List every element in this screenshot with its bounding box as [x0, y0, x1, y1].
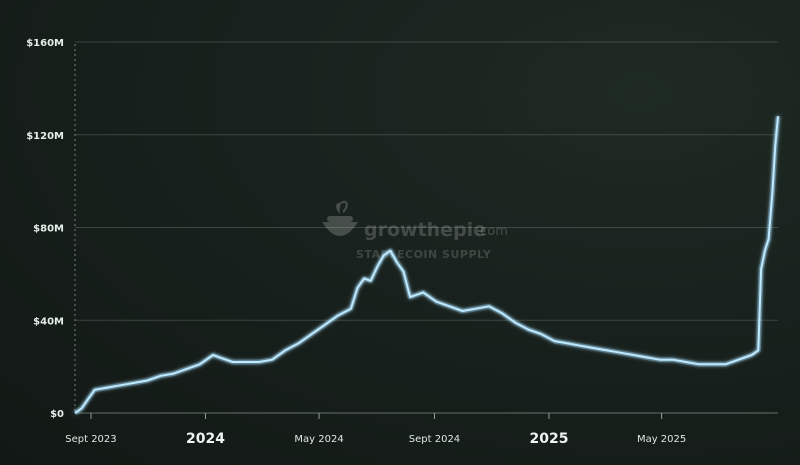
series-line — [74, 116, 779, 414]
x-tick-label: 2025 — [530, 431, 569, 447]
y-tick-label: $40M — [33, 316, 64, 327]
pie-logo-icon — [322, 200, 358, 236]
y-axis: $0 $40M $80M $120M $160M — [26, 38, 64, 420]
y-tick-label: $0 — [50, 409, 64, 420]
watermark-brand: growthepie — [364, 219, 486, 241]
watermark-brand-suffix: .com — [476, 224, 508, 239]
gridlines — [75, 41, 778, 321]
x-tick-label: Sept 2023 — [65, 434, 116, 445]
series-line-glow — [73, 115, 781, 416]
y-tick-label: $160M — [26, 38, 64, 49]
y-tick-label: $120M — [26, 131, 64, 142]
x-tick-label: Sept 2024 — [409, 434, 460, 445]
x-axis: Sept 2023 2024 May 2024 Sept 2024 2025 May 20… — [65, 413, 686, 447]
y-tick-label: $80M — [33, 224, 64, 235]
x-tick-label: May 2024 — [294, 434, 343, 445]
x-tick-label: May 2025 — [637, 434, 686, 445]
watermark: growthepie .com STABLECOIN SUPPLY — [322, 200, 508, 261]
x-tick-label: 2024 — [186, 431, 225, 447]
watermark-subtitle: STABLECOIN SUPPLY — [356, 248, 492, 261]
series — [73, 115, 781, 416]
